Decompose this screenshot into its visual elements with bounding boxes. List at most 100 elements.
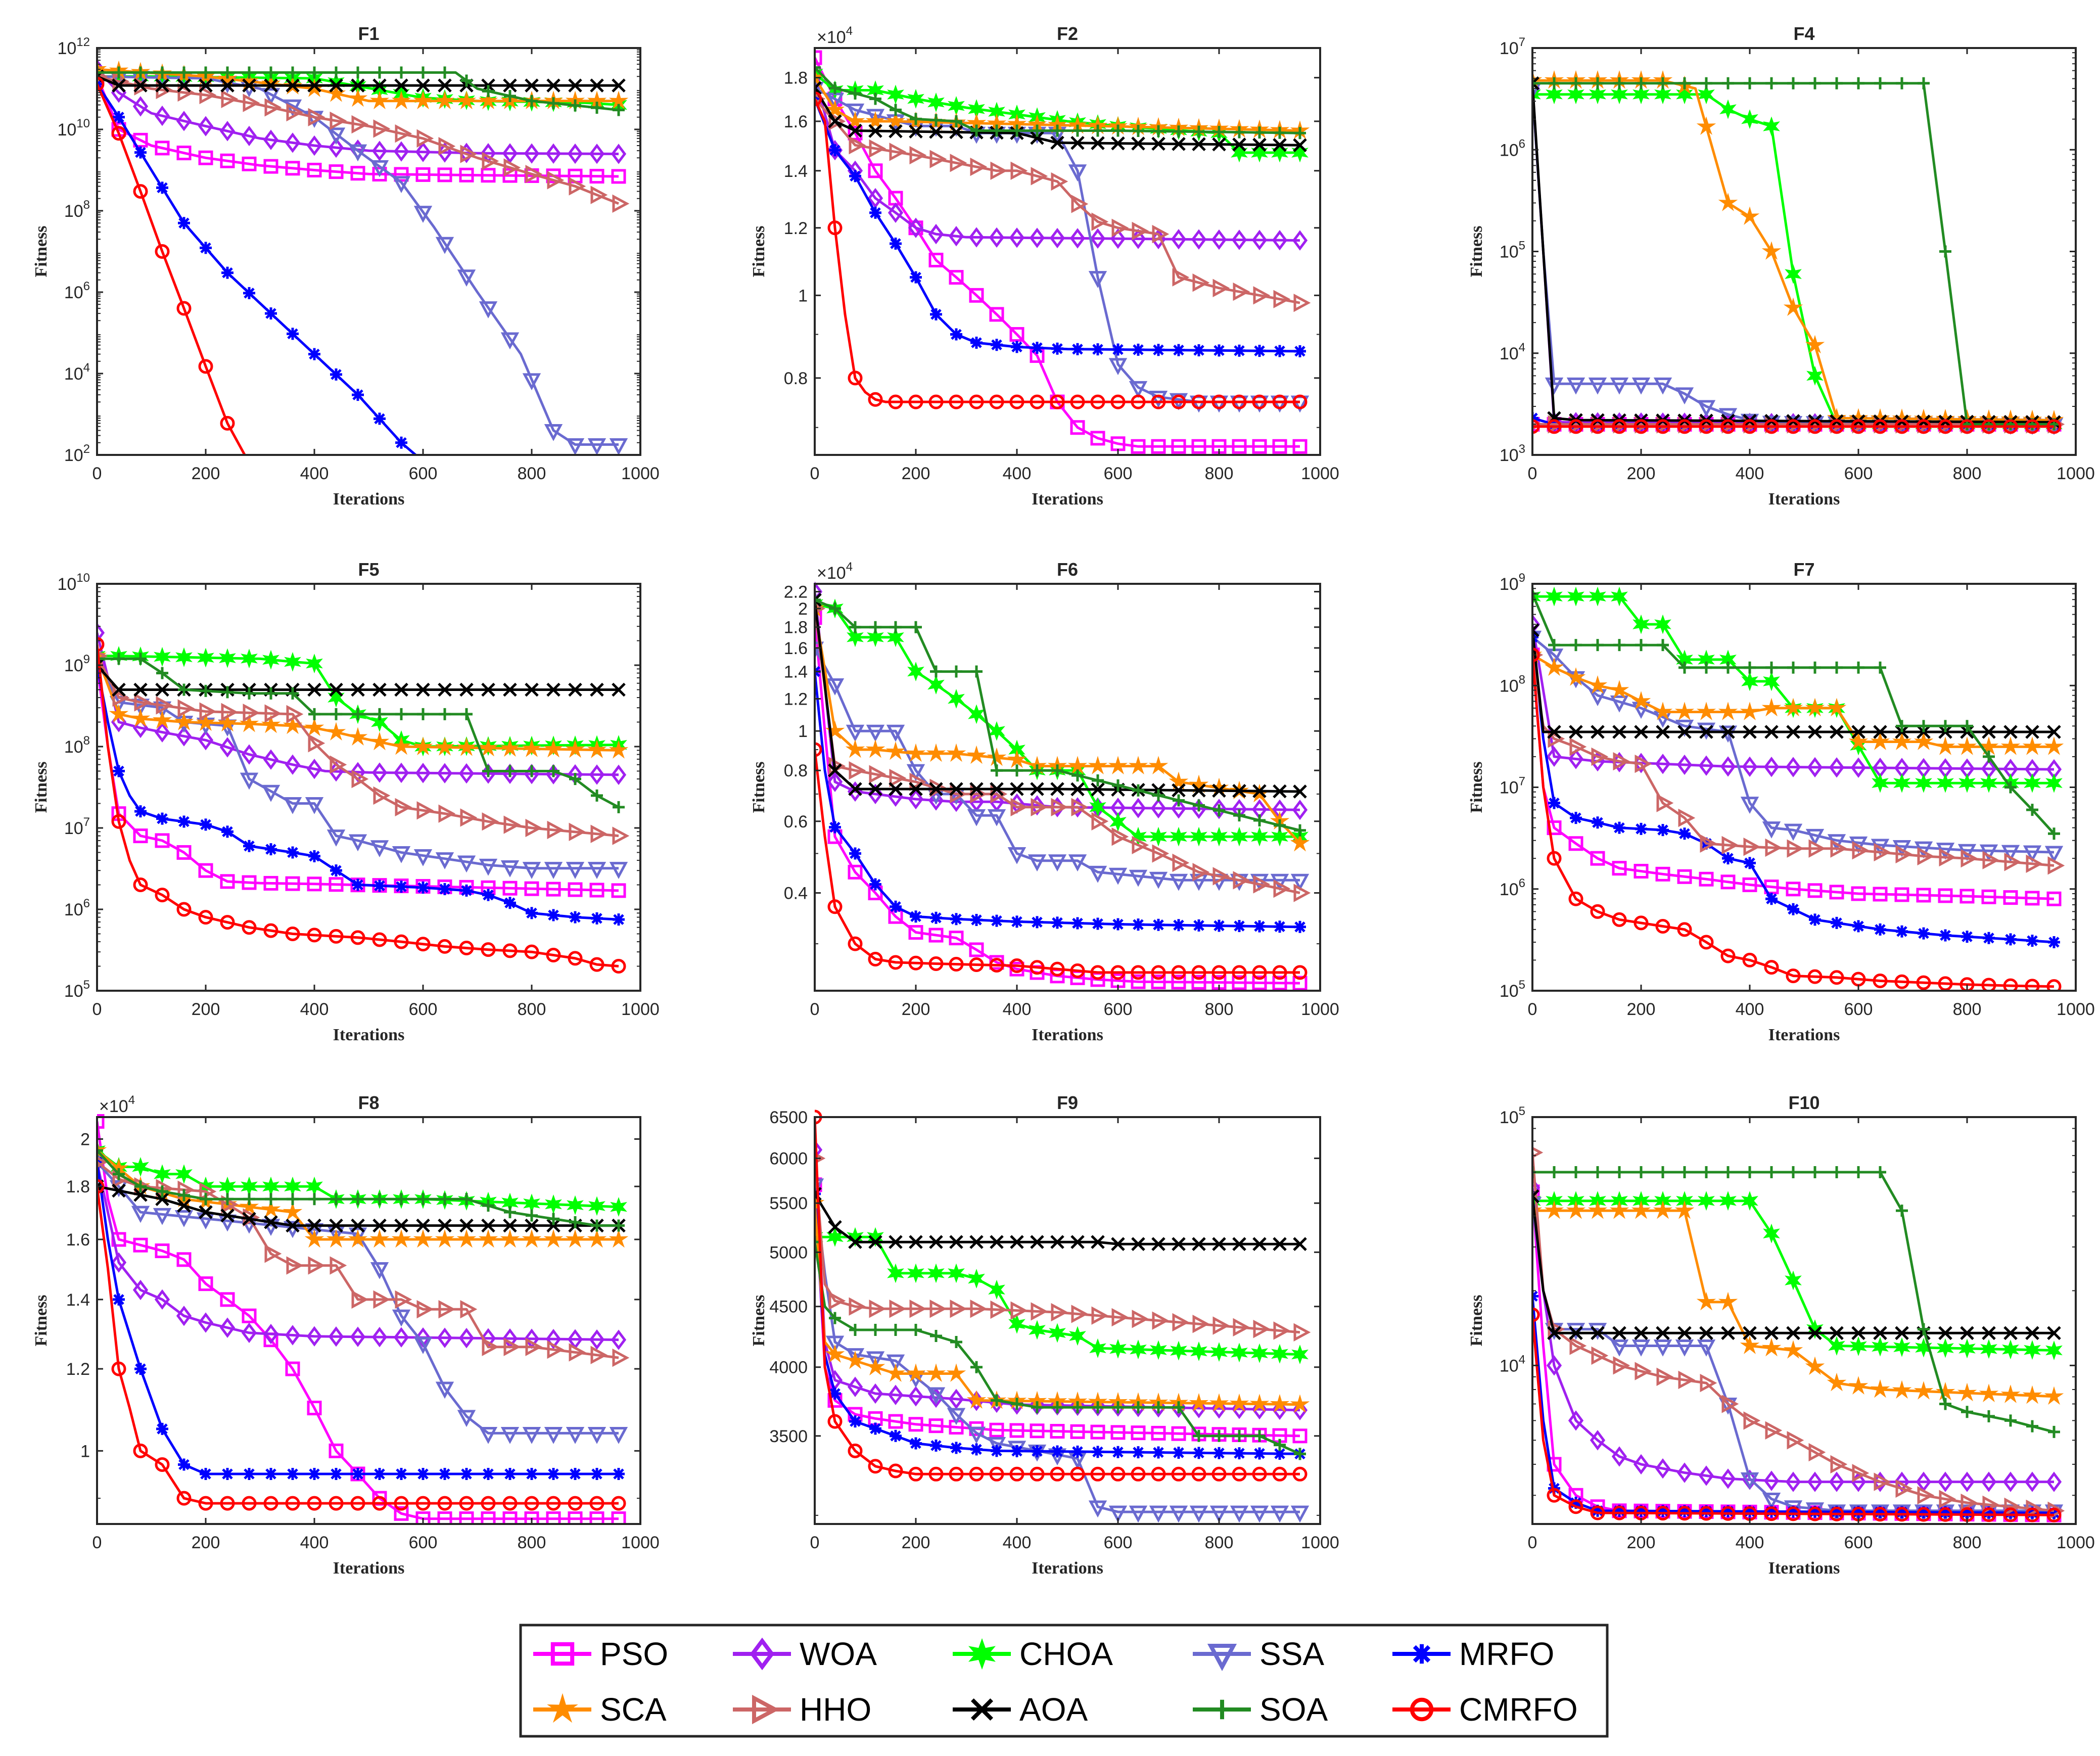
series-marker-cmrfo	[547, 457, 559, 469]
series-marker-woa	[285, 754, 301, 775]
series-marker-hho	[1273, 879, 1291, 898]
series-marker-mrfo	[849, 847, 861, 860]
series-marker-cmrfo	[1070, 963, 1085, 979]
series-marker-aoa	[1252, 784, 1267, 798]
y-tick-label: 1.8	[784, 69, 808, 88]
series-marker-woa	[263, 129, 279, 150]
series-marker-mrfo	[1635, 822, 1647, 835]
series-marker-aoa	[97, 658, 104, 672]
series-marker-hho	[1111, 1308, 1129, 1327]
series-marker-soa	[970, 1361, 983, 1373]
y-tick-label: 105	[64, 978, 90, 1001]
series-marker-hho	[869, 139, 886, 158]
series-marker-mrfo	[829, 144, 841, 157]
series-marker-ssa	[1805, 828, 1825, 846]
series-marker-hho	[1071, 798, 1089, 816]
series-marker-ssa	[1740, 1472, 1759, 1490]
series-marker-sca	[261, 1199, 281, 1218]
series-marker-soa	[1961, 1406, 1973, 1418]
series-marker-mrfo	[1132, 918, 1144, 931]
series-marker-soa	[374, 708, 386, 720]
series-marker-soa	[569, 99, 581, 112]
series-marker-mrfo	[591, 912, 603, 925]
series-marker-soa	[134, 66, 147, 79]
y-tick-label: 106	[64, 280, 90, 302]
series-marker-aoa	[177, 1198, 191, 1213]
series-marker-cmrfo	[133, 877, 148, 893]
series-marker-ssa	[1028, 854, 1047, 872]
series-marker-sca	[456, 90, 477, 110]
series-marker-hho	[286, 103, 304, 122]
series-marker-mrfo	[330, 1468, 342, 1481]
series-line-sca	[1532, 1209, 2055, 1398]
series-marker-aoa	[242, 78, 256, 93]
series-marker-hho	[2004, 1497, 2022, 1516]
series-line-pso	[1532, 655, 2055, 900]
series-marker-woa	[1231, 229, 1247, 250]
series-marker-pso	[868, 163, 883, 178]
series-marker-soa	[1152, 1401, 1164, 1414]
series-marker-mrfo	[1274, 920, 1286, 933]
series-marker-soa	[526, 1209, 538, 1222]
series-marker-soa	[287, 1193, 299, 1206]
series-marker-sca	[326, 83, 346, 102]
series-marker-ssa	[1784, 823, 1803, 841]
series-marker-hho	[2026, 854, 2043, 873]
series-marker-mrfo	[1939, 1506, 1951, 1518]
series-marker-cmrfo	[1292, 1466, 1308, 1482]
series-marker-hho	[503, 1337, 521, 1356]
series-marker-cmrfo	[1090, 394, 1105, 409]
series-marker-pso	[815, 610, 822, 625]
series-marker-aoa	[372, 78, 387, 93]
series-marker-mrfo	[1152, 344, 1164, 356]
series-marker-soa	[1939, 720, 1951, 732]
series-marker-sca	[478, 1229, 498, 1248]
series-marker-soa	[1213, 126, 1225, 138]
series-marker-cmrfo	[155, 244, 170, 259]
series-marker-soa	[1831, 77, 1843, 89]
series-marker-mrfo	[439, 883, 451, 895]
series-marker-woa	[1655, 754, 1671, 774]
series-marker-mrfo	[134, 146, 147, 159]
series-marker-mrfo	[243, 1468, 255, 1481]
series-marker-hho	[590, 186, 608, 204]
series-marker-ssa	[131, 699, 150, 716]
series-marker-ssa	[1532, 82, 1542, 100]
series-marker-hho	[1293, 1323, 1311, 1342]
series-marker-pso	[888, 1414, 903, 1429]
series-marker-hho	[1874, 843, 1891, 862]
series-marker-hho	[1111, 827, 1129, 846]
x-tick-label: 200	[902, 464, 930, 483]
series-marker-aoa	[329, 1218, 343, 1233]
series-marker-ssa	[1129, 381, 1148, 398]
series-marker-pso	[1742, 877, 1757, 892]
series-marker-soa	[1532, 1166, 1538, 1179]
series-marker-soa	[1896, 720, 1908, 732]
series-marker-sca	[1088, 756, 1108, 774]
series-marker-cmrfo	[372, 932, 387, 947]
series-marker-aoa	[1091, 782, 1105, 797]
series-marker-aoa	[929, 125, 943, 139]
series-marker-choa	[1611, 586, 1628, 607]
series-marker-sca	[2022, 736, 2042, 755]
series-marker-sca	[2000, 1384, 2021, 1403]
series-marker-soa	[849, 1324, 861, 1336]
series-marker-aoa	[220, 78, 235, 93]
series-marker-woa	[1532, 614, 1541, 635]
series-marker-mrfo	[156, 812, 168, 825]
series-marker-cmrfo	[2025, 1507, 2040, 1522]
series-marker-hho	[1743, 838, 1761, 856]
series-marker-cmrfo	[1612, 912, 1627, 927]
series-marker-cmrfo	[928, 1466, 944, 1482]
series-marker-soa	[1233, 809, 1245, 822]
series-marker-soa	[950, 1336, 962, 1349]
series-marker-hho	[1031, 1302, 1048, 1321]
series-marker-pso	[481, 1511, 496, 1524]
series-marker-woa	[611, 144, 627, 164]
series-marker-ssa	[522, 862, 541, 879]
legend-item-pso: PSO	[533, 1636, 668, 1672]
series-marker-aoa	[1111, 1237, 1125, 1251]
series-marker-choa	[1937, 773, 1954, 793]
x-tick-label: 200	[192, 1000, 220, 1019]
series-marker-woa	[1763, 1470, 1780, 1491]
